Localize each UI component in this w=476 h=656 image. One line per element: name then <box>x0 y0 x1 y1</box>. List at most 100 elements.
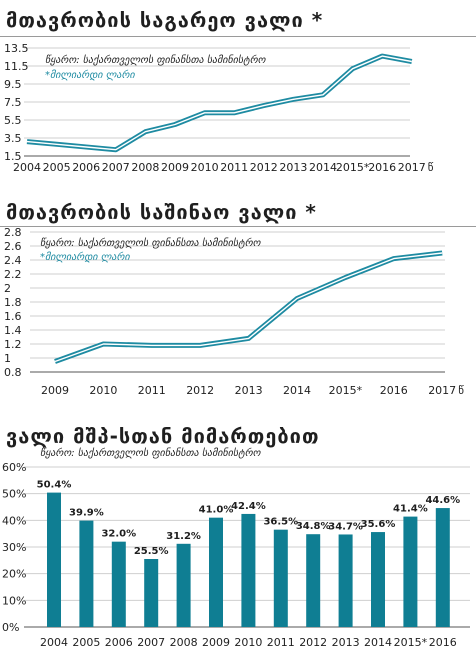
chart-3-data-label: 35.6% <box>361 519 396 530</box>
chart-2-y-tick: 1.8 <box>4 296 22 309</box>
chart-1-x-tick: 2014 <box>309 161 337 174</box>
chart-3-x-tick: 2014 <box>364 636 392 649</box>
chart-3-x-tick: 2004 <box>40 636 68 649</box>
chart-3-bar <box>435 508 450 627</box>
chart-1-y-tick: 11.5 <box>4 60 29 73</box>
chart-3-bar <box>209 517 223 627</box>
chart-3-bar <box>371 532 385 627</box>
chart-2-y-tick: 1.2 <box>4 338 22 351</box>
chart-1-x-tick: 2017 <box>398 161 426 174</box>
chart-2-x-tick: 2010 <box>89 384 117 397</box>
chart-1-title: მთავრობის საგარეო ვალი * <box>6 8 324 32</box>
chart-3-bar <box>111 541 126 627</box>
chart-2-series-line <box>54 250 443 364</box>
chart-1-x-tick: 2007 <box>102 161 130 174</box>
chart-3-debt-to-gdp: 0% 10% 20% 30% 40% 50% 60% 50.4% 2004 39.9% 2005 32… <box>2 461 470 649</box>
chart-1-x-tick: 2006 <box>72 161 100 174</box>
chart-2-x-tick: 2009 <box>41 384 69 397</box>
chart-1-y-tick: 7.5 <box>4 96 22 109</box>
chart-3-x-tick: 2006 <box>105 636 133 649</box>
chart-2-x-tick: 2014 <box>283 384 311 397</box>
chart-1-x-tick: 2011 <box>220 161 248 174</box>
chart-3-y-tick: 0% <box>2 621 19 634</box>
chart-3-data-label: 39.9% <box>69 508 104 519</box>
chart-2-y-tick: 1.6 <box>4 310 22 323</box>
chart-3-data-label: 41.0% <box>199 505 234 516</box>
chart-1-unit-note: *მილიარდი ლარი <box>45 70 135 81</box>
chart-3-x-tick: 2015* <box>394 636 428 649</box>
chart-3-bar <box>144 559 159 627</box>
chart-2-y-tick: 2.4 <box>4 254 22 267</box>
chart-2-domestic-debt: 0.811.21.41.61.822.22.42.62.8 2009 2010 201… <box>4 226 464 397</box>
chart-3-x-tick: 2010 <box>234 636 262 649</box>
chart-3-data-label: 50.4% <box>37 480 72 491</box>
chart-2-title-rule <box>0 226 476 227</box>
chart-3-y-tick: 40% <box>2 514 26 527</box>
chart-3-data-label: 41.4% <box>393 504 428 515</box>
chart-2-y-tick: 0.8 <box>4 366 22 379</box>
chart-1-x-tick: 2010 <box>191 161 219 174</box>
chart-1-x-tick: 2012 <box>250 161 278 174</box>
chart-1-y-tick: 5.5 <box>4 114 22 127</box>
chart-3-data-label: 34.7% <box>328 521 363 532</box>
chart-3-y-tick: 50% <box>2 488 26 501</box>
chart-3-bar <box>47 492 61 627</box>
chart-3-data-label: 25.5% <box>134 546 169 557</box>
chart-1-source: წყარო: საქართველოს ფინანსთა სამინისტრო <box>45 55 266 66</box>
chart-2-x-suffix: წ <box>458 384 464 397</box>
chart-1-title-rule <box>0 36 476 37</box>
chart-2-y-tick: 1 <box>4 352 11 365</box>
chart-1-series-line-highlight <box>26 55 412 151</box>
chart-3-x-tick: 2007 <box>137 636 165 649</box>
chart-3-y-tick: 60% <box>2 461 26 474</box>
chart-1-y-tick: 1.5 <box>4 150 22 163</box>
chart-2-x-tick: 2012 <box>186 384 214 397</box>
chart-3-x-tick: 2009 <box>202 636 230 649</box>
chart-1-y-tick: 9.5 <box>4 78 22 91</box>
chart-3-y-tick: 20% <box>2 568 26 581</box>
chart-2-x-tick: 2016 <box>380 384 408 397</box>
chart-1-x-tick: 2008 <box>131 161 159 174</box>
chart-3-y-tick: 30% <box>2 541 26 554</box>
chart-2-source: წყარო: საქართველოს ფინანსთა სამინისტრო <box>40 238 261 249</box>
chart-2-x-tick: 2011 <box>138 384 166 397</box>
chart-1-x-tick: 2005 <box>43 161 71 174</box>
chart-3-bar <box>241 513 256 627</box>
chart-3-data-label: 32.0% <box>101 529 136 540</box>
chart-3-bar <box>273 529 288 627</box>
chart-2-x-tick: 2015* <box>329 384 363 397</box>
chart-3-title: ვალი მშპ-სთან მიმართებით <box>6 424 320 448</box>
chart-2-title: მთავრობის საშინაო ვალი * <box>6 200 317 224</box>
chart-3-x-tick: 2013 <box>332 636 360 649</box>
chart-1-x-suffix: წ <box>428 161 434 174</box>
chart-2-y-tick: 2.8 <box>4 226 22 239</box>
chart-1-x-tick: 2013 <box>279 161 307 174</box>
chart-3-x-tick: 2016 <box>429 636 457 649</box>
chart-3-data-label: 34.8% <box>296 521 331 532</box>
chart-1-x-tick: 2004 <box>13 161 41 174</box>
chart-1-x-tick: 2015* <box>336 161 370 174</box>
chart-2-unit-note: *მილიარდი ლარი <box>40 252 130 263</box>
chart-3-data-label: 42.4% <box>231 501 266 512</box>
chart-3-x-tick: 2012 <box>299 636 327 649</box>
chart-2-x-tick: 2017 <box>428 384 456 397</box>
chart-3-data-label: 31.2% <box>166 531 201 542</box>
chart-3-bar <box>403 516 418 627</box>
chart-3-data-label: 44.6% <box>425 495 460 506</box>
chart-2-y-tick: 2 <box>4 282 11 295</box>
chart-2-y-tick: 1.4 <box>4 324 22 337</box>
chart-1-x-tick: 2016 <box>368 161 396 174</box>
chart-3-data-label: 36.5% <box>263 517 298 528</box>
chart-3-source: წყარო: საქართველოს ფინანსთა სამინისტრო <box>40 448 261 459</box>
chart-3-y-tick: 10% <box>2 594 26 607</box>
chart-2-y-tick: 2.2 <box>4 268 22 281</box>
chart-2-x-tick: 2013 <box>235 384 263 397</box>
chart-2-y-tick: 2.6 <box>4 240 22 253</box>
chart-3-x-tick: 2011 <box>267 636 295 649</box>
chart-3-bar <box>79 520 94 627</box>
chart-3-bar <box>306 534 321 627</box>
chart-1-y-tick: 13.5 <box>4 42 29 55</box>
chart-1-x-tick: 2009 <box>161 161 189 174</box>
chart-3-x-tick: 2008 <box>170 636 198 649</box>
